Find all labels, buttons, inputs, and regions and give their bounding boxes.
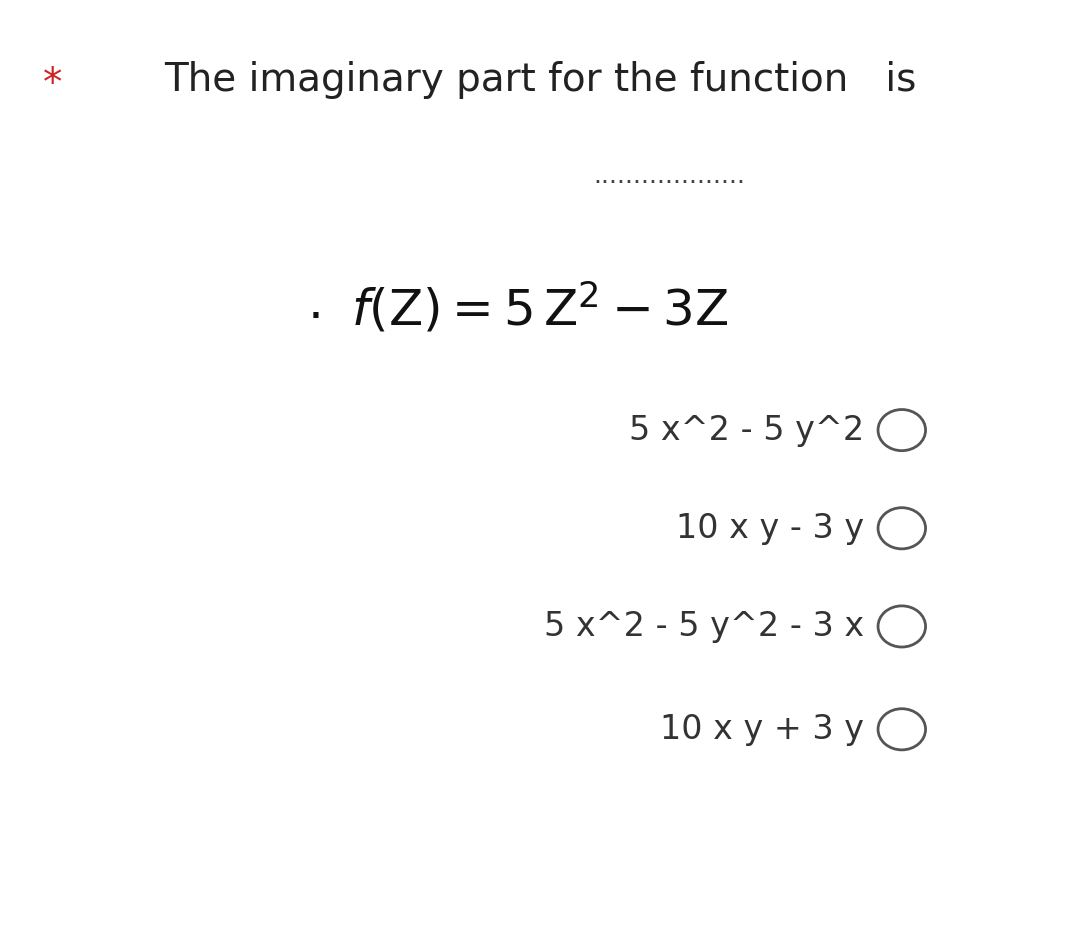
- Text: $\mathit{f}(\mathrm{Z}) = 5\,\mathrm{Z}^2 - 3\mathrm{Z}$: $\mathit{f}(\mathrm{Z}) = 5\,\mathrm{Z}^…: [351, 280, 729, 336]
- Text: 10 x y + 3 y: 10 x y + 3 y: [660, 712, 864, 746]
- Text: The imaginary part for the function   is: The imaginary part for the function is: [164, 61, 916, 99]
- Text: 10 x y - 3 y: 10 x y - 3 y: [676, 511, 864, 545]
- Text: ...................: ...................: [594, 164, 745, 188]
- Text: *: *: [43, 65, 63, 104]
- Text: .: .: [308, 280, 324, 328]
- Text: 5 x^2 - 5 y^2 - 3 x: 5 x^2 - 5 y^2 - 3 x: [544, 610, 864, 643]
- Text: 5 x^2 - 5 y^2: 5 x^2 - 5 y^2: [629, 413, 864, 447]
